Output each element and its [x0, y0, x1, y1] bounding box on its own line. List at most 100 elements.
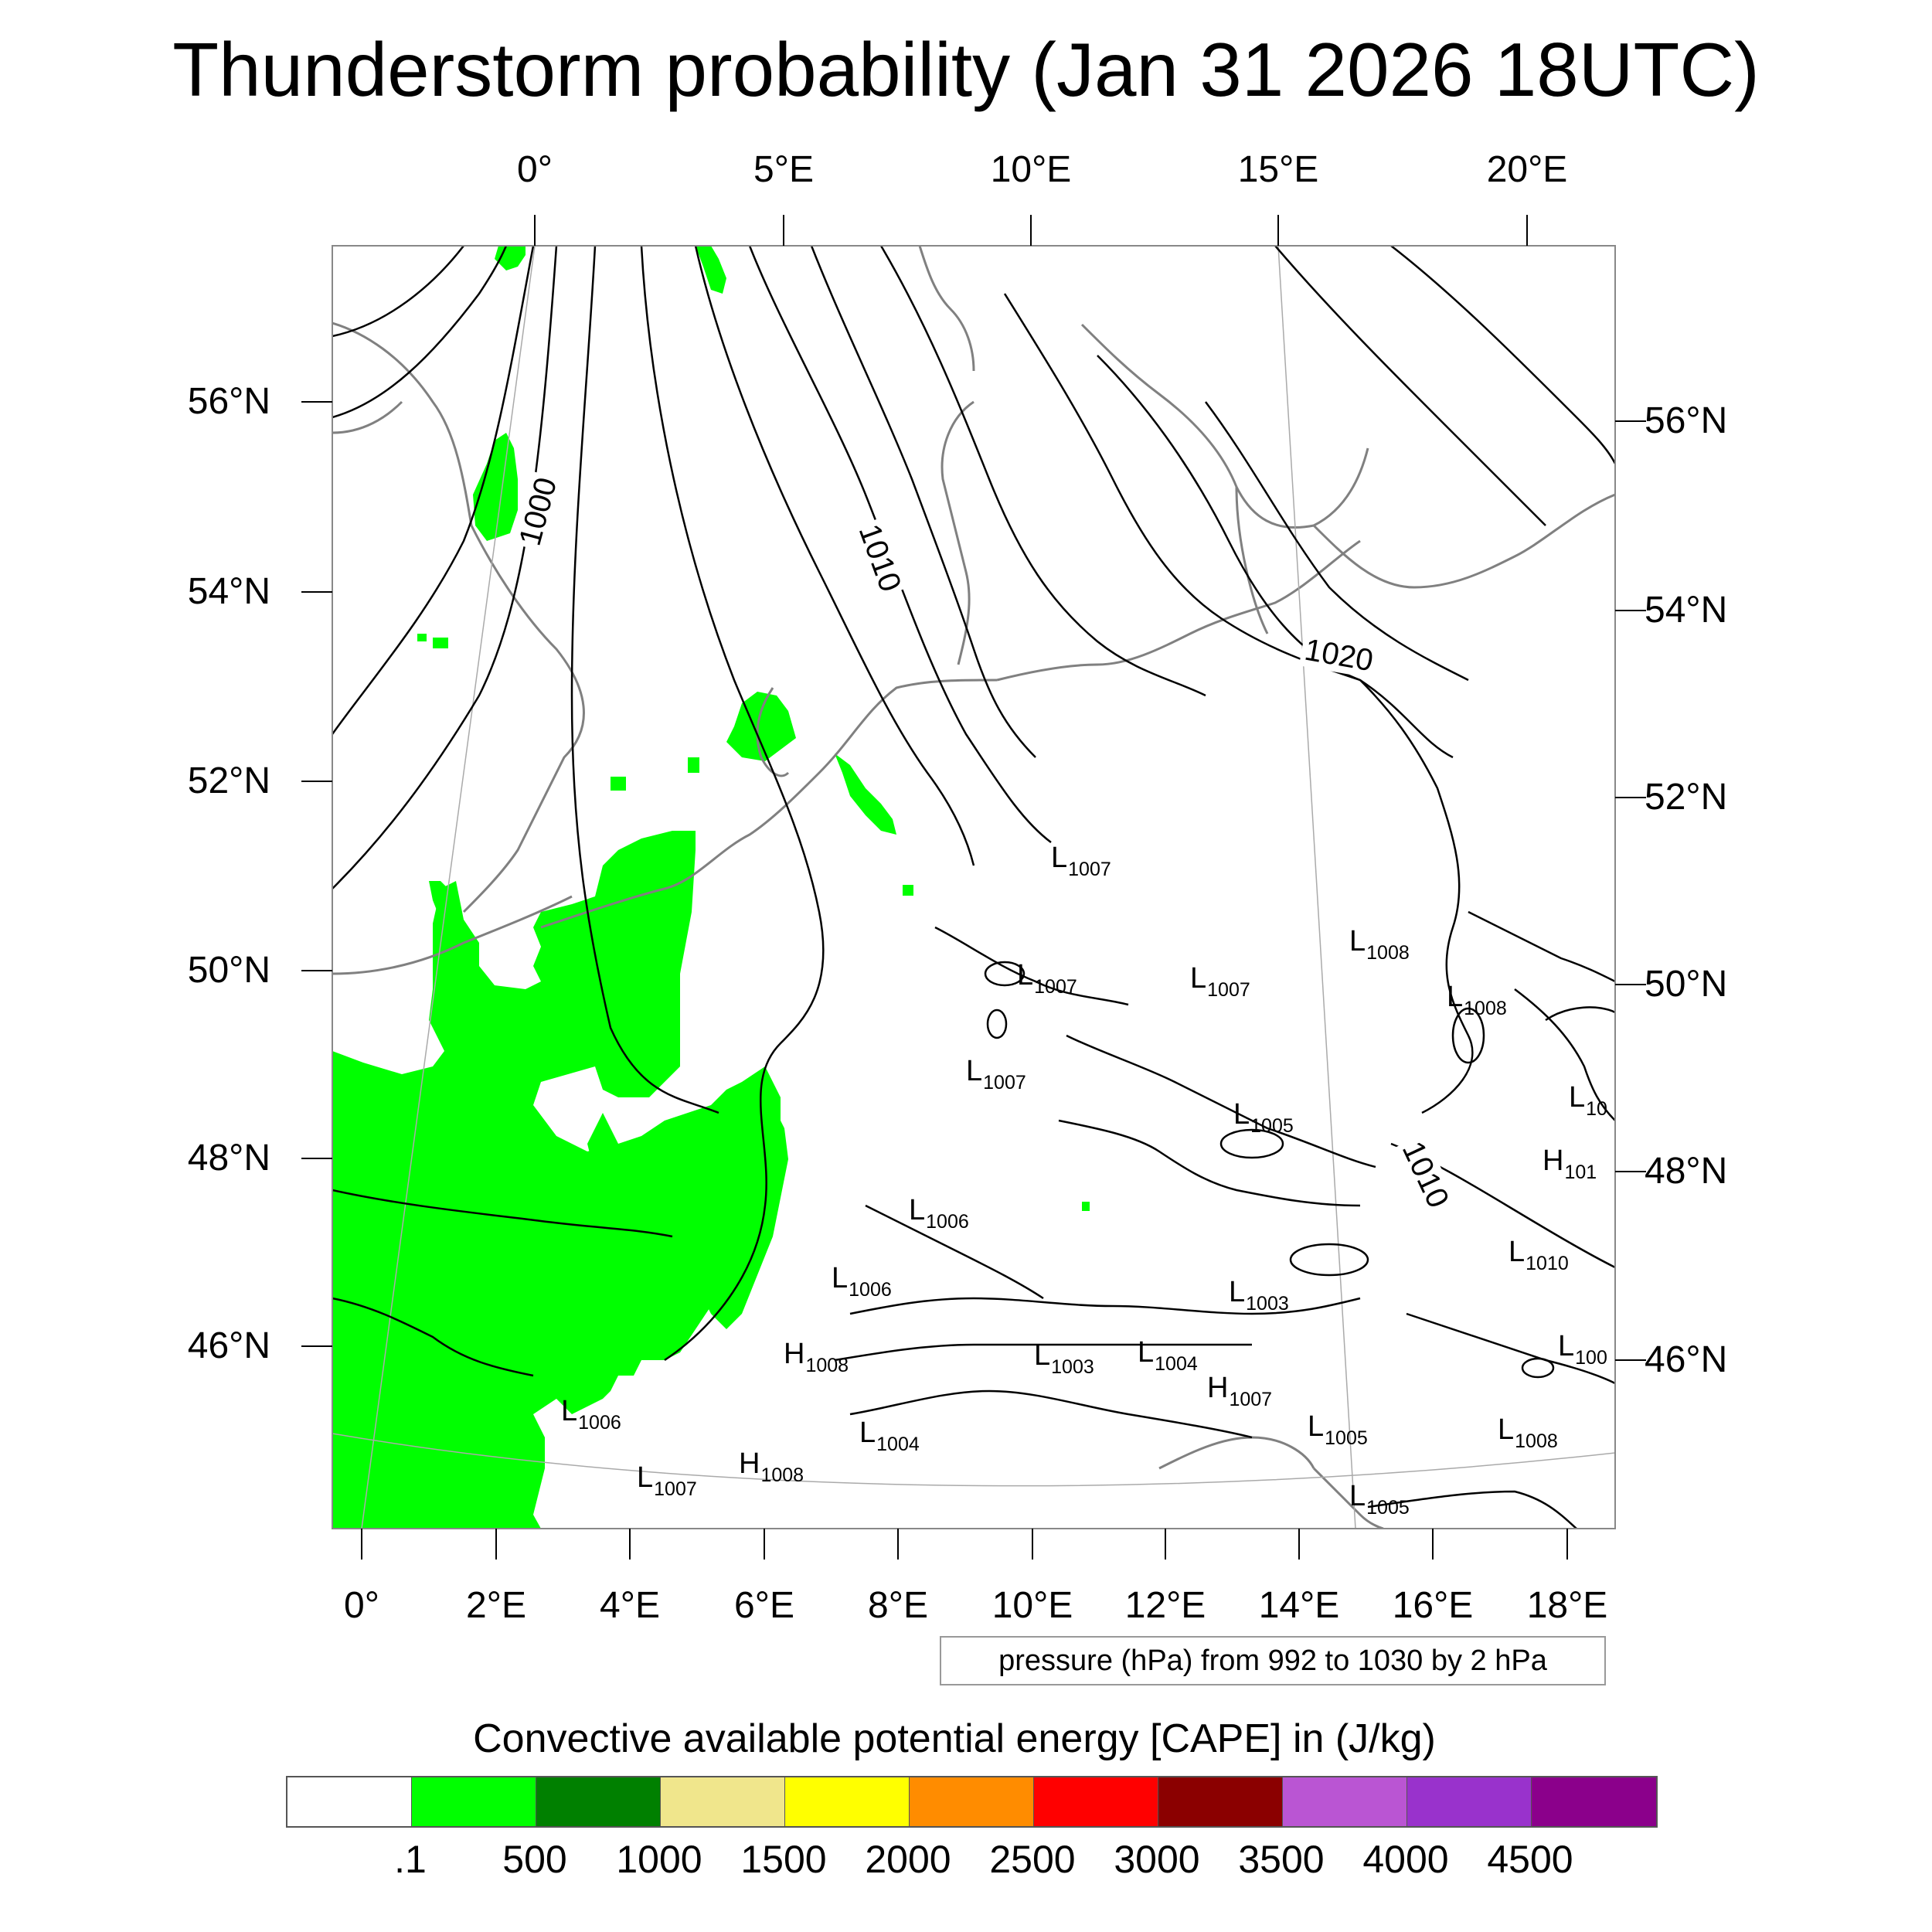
- left-ticks: [301, 401, 332, 1347]
- colorbar-swatch: [910, 1777, 1034, 1826]
- right-lat-label: 56°N: [1645, 400, 1728, 441]
- pressure-system-label: L10: [1569, 1081, 1607, 1120]
- colorbar-swatch: [287, 1777, 412, 1826]
- parallel-45n: [332, 1433, 1615, 1487]
- isobar-czech: [1468, 910, 1615, 983]
- pressure-system-label: L1008: [1447, 981, 1507, 1019]
- isobar-low-cell-1: [984, 961, 1026, 987]
- colorbar-label: 2500: [989, 1838, 1076, 1881]
- pressure-contour-note: pressure (hPa) from 992 to 1030 by 2 hPa: [940, 1636, 1606, 1685]
- colorbar-swatch: [412, 1777, 536, 1826]
- pressure-system-label: L1008: [1349, 925, 1410, 964]
- pressure-system-label: L1004: [1138, 1336, 1198, 1375]
- coast-germany: [996, 539, 1361, 682]
- right-lat-label: 50°N: [1645, 964, 1728, 1005]
- coast-denmark: [940, 400, 975, 665]
- pressure-system-label: H1008: [739, 1447, 804, 1486]
- cape-area-right-france: [587, 1097, 788, 1329]
- colorbar-label: .1: [394, 1838, 427, 1881]
- top-lon-label: 5°E: [753, 149, 814, 190]
- cape-area-nl2: [835, 753, 896, 835]
- isobar-italy-2: [834, 1343, 1252, 1362]
- colorbar-swatch: [661, 1777, 785, 1826]
- pressure-system-label: L1007: [1051, 842, 1111, 880]
- coast-sweden: [1080, 323, 1369, 529]
- colorbar-swatch: [1034, 1777, 1158, 1826]
- pressure-system-label: L1007: [1017, 959, 1077, 998]
- graticule: [332, 246, 1615, 1529]
- pressure-system-label: L1006: [909, 1194, 969, 1233]
- pressure-system-label: L1008: [1498, 1413, 1558, 1452]
- bottom-lon-label: 12°E: [1124, 1585, 1206, 1626]
- right-lat-label: 46°N: [1645, 1339, 1728, 1380]
- isobar-low-cell-2: [986, 1009, 1008, 1039]
- isobar-alps-4: [865, 1204, 1044, 1300]
- right-lat-label: 48°N: [1645, 1151, 1728, 1192]
- right-lat-label: 54°N: [1645, 590, 1728, 631]
- top-lon-label: 10°E: [990, 149, 1072, 190]
- pressure-system-label: H1008: [784, 1338, 849, 1376]
- isobar-12: [1097, 355, 1454, 759]
- bottom-lon-label: 2°E: [466, 1585, 526, 1626]
- isobar-south-france: [332, 1189, 673, 1238]
- cape-area-northsea: [473, 433, 518, 541]
- pressure-system-label: L100: [1558, 1330, 1607, 1369]
- meridian-15e: [1277, 246, 1356, 1529]
- colorbar-label: 3000: [1114, 1838, 1200, 1881]
- cape-area-netherlands: [726, 692, 796, 761]
- isobar-15: [1274, 246, 1546, 526]
- isobar-alps-3: [1058, 1119, 1361, 1207]
- cape-area-south: [587, 1368, 618, 1383]
- pressure-system-label: L1003: [1034, 1339, 1094, 1378]
- pressure-system-label: L1010: [1509, 1236, 1569, 1274]
- colorbar-label: 500: [502, 1838, 567, 1881]
- top-lon-label: 15°E: [1237, 149, 1319, 190]
- colorbar-title: Convective available potential energy [C…: [473, 1716, 1436, 1761]
- pressure-system-label: L1003: [1229, 1276, 1289, 1315]
- isobar-10: [879, 246, 1206, 697]
- colorbar-label: 1000: [616, 1838, 702, 1881]
- right-lat-label: 52°N: [1645, 777, 1728, 818]
- colorbar-label: 4500: [1487, 1838, 1573, 1881]
- isobar-alps-1: [934, 926, 1129, 1006]
- colorbar-label: 3500: [1238, 1838, 1325, 1881]
- cape-shading: [332, 246, 1090, 1529]
- isobar-3: [332, 246, 535, 735]
- isobar-low-cell-5: [1451, 1007, 1485, 1064]
- colorbar-swatch: [785, 1777, 910, 1826]
- isobar-low-cell-4: [1289, 1243, 1369, 1277]
- coast-italy-north: [1158, 1436, 1315, 1470]
- left-lat-label: 56°N: [187, 381, 270, 422]
- isobar-4: [332, 246, 558, 889]
- cape-area-france: [332, 831, 781, 1529]
- isobar-low-cell-3: [1219, 1128, 1284, 1159]
- isobar-14: [1390, 246, 1615, 464]
- pressure-system-label: L1005: [1349, 1480, 1410, 1519]
- pressure-system-label: L1006: [832, 1262, 892, 1301]
- map-border: [332, 245, 1616, 1529]
- top-lon-label: 20°E: [1486, 149, 1568, 190]
- isobar-balkan-2: [1406, 1312, 1615, 1385]
- pressure-system-label: L1006: [561, 1395, 621, 1434]
- coastlines: [332, 246, 1615, 1529]
- colorbar-swatch: [1532, 1777, 1656, 1826]
- coast-britain-east: [332, 321, 585, 913]
- bottom-lon-label: 14°E: [1258, 1585, 1340, 1626]
- right-ticks: [1615, 420, 1646, 1361]
- isobar-13: [1204, 401, 1469, 682]
- coast-britain-south: [332, 895, 573, 975]
- coast-baltic: [1312, 493, 1615, 589]
- colorbar-swatch: [1158, 1777, 1283, 1826]
- isobar-2: [332, 246, 508, 419]
- cape-area-top1: [495, 246, 526, 270]
- left-lat-label: 50°N: [187, 950, 270, 991]
- bottom-lon-label: 16°E: [1392, 1585, 1474, 1626]
- pressure-system-label: L1007: [1190, 962, 1250, 1001]
- pressure-system-label: L1007: [966, 1055, 1026, 1094]
- isobar-9: [810, 246, 1036, 758]
- bottom-lon-label: 6°E: [734, 1585, 794, 1626]
- colorbar-label: 1500: [740, 1838, 827, 1881]
- coast-scotland: [332, 400, 403, 434]
- pressure-system-label: L1004: [859, 1417, 920, 1455]
- isobar-alps-2: [1066, 1034, 1376, 1168]
